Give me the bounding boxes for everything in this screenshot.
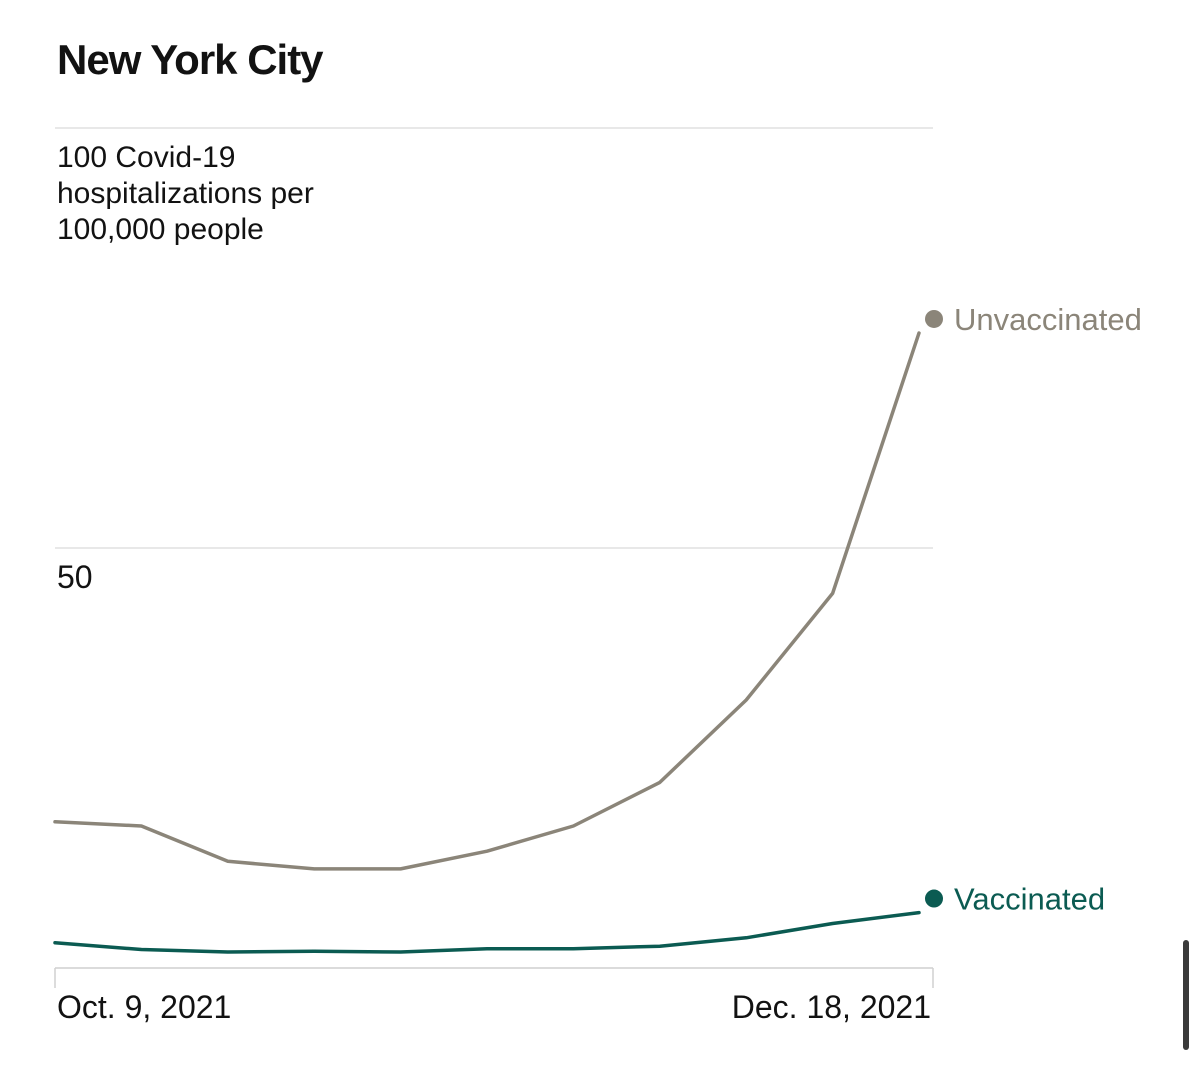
- gridlines: [55, 127, 933, 969]
- chart-title: New York City: [57, 36, 324, 83]
- y-axis-label: 100 Covid-19 hospitalizations per 100,00…: [57, 141, 322, 246]
- x-tick-label: Oct. 9, 2021: [57, 989, 231, 1025]
- y-axis-label-line-1: 100 Covid-19: [57, 141, 235, 174]
- x-tick-label: Dec. 18, 2021: [732, 989, 931, 1025]
- y-axis-label-line-2: hospitalizations per: [57, 177, 314, 210]
- y-axis-ticks: 50: [57, 559, 93, 595]
- x-axis-ticks: Oct. 9, 2021 Dec. 18, 2021: [54, 968, 934, 1025]
- series-line-unvaccinated: [53, 331, 921, 871]
- series-line-vaccinated: [53, 910, 921, 954]
- series-label-unvaccinated: Unvaccinated: [954, 302, 1142, 337]
- series-lines: Unvaccinated Vaccinated: [53, 302, 1142, 954]
- scrollbar[interactable]: [1183, 940, 1189, 1050]
- y-axis-label-line-3: 100,000 people: [57, 213, 264, 246]
- end-marker-unvaccinated: [925, 309, 943, 328]
- y-tick-label: 50: [57, 559, 93, 595]
- end-marker-vaccinated: [925, 889, 943, 908]
- series-label-vaccinated: Vaccinated: [954, 882, 1105, 917]
